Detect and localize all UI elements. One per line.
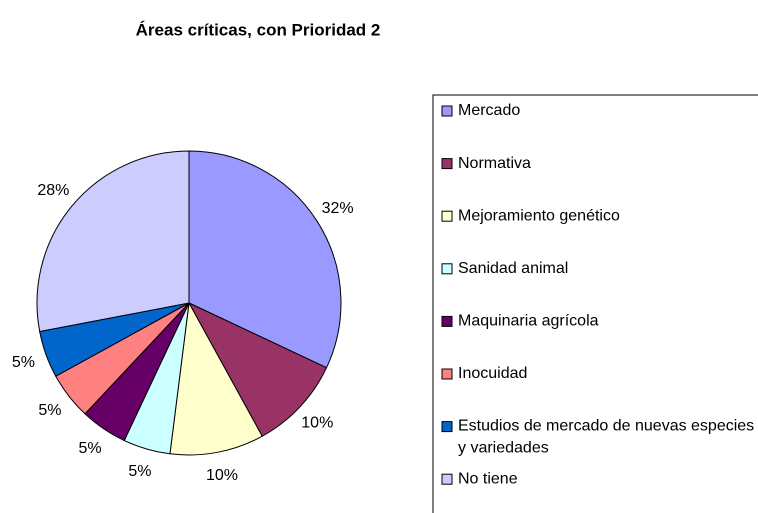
data-label: 28% bbox=[37, 182, 69, 199]
legend-swatch bbox=[441, 263, 453, 275]
data-label: 32% bbox=[322, 200, 354, 217]
legend-label: Sanidad animal bbox=[458, 260, 568, 277]
legend-box bbox=[432, 94, 758, 513]
pie-slice bbox=[187, 301, 328, 437]
legend-label: Mejoramiento genético bbox=[458, 207, 620, 224]
data-label: 5% bbox=[79, 440, 102, 457]
legend-swatch bbox=[441, 368, 453, 380]
pie-slice bbox=[169, 301, 263, 456]
pie-slice bbox=[188, 150, 342, 369]
data-label: 5% bbox=[128, 463, 151, 480]
legend-label: Mercado bbox=[458, 102, 520, 119]
legend-label: Maquinaria agrícola bbox=[458, 313, 599, 330]
data-label: 10% bbox=[206, 467, 238, 484]
legend-label: Estudios de mercado de nuevas especies y … bbox=[458, 418, 754, 457]
pie-slice bbox=[36, 150, 190, 333]
data-label: 5% bbox=[38, 402, 61, 419]
chart-title: Áreas críticas, con Prioridad 2 bbox=[136, 20, 381, 39]
legend-label-line: y variedades bbox=[458, 440, 549, 457]
legend-swatch bbox=[441, 210, 453, 222]
legend-label: Normativa bbox=[458, 155, 531, 172]
legend-swatch bbox=[441, 473, 453, 485]
legend-swatch bbox=[441, 421, 453, 433]
legend-label: Inocuidad bbox=[458, 365, 527, 382]
data-label: 10% bbox=[301, 415, 333, 432]
legend-label: No tiene bbox=[458, 470, 518, 487]
data-label: 5% bbox=[12, 354, 35, 371]
legend-swatch bbox=[441, 105, 453, 117]
legend-swatch bbox=[441, 315, 453, 327]
legend-label-line: Estudios de mercado de nuevas especies bbox=[458, 418, 754, 435]
legend-swatch bbox=[441, 158, 453, 170]
